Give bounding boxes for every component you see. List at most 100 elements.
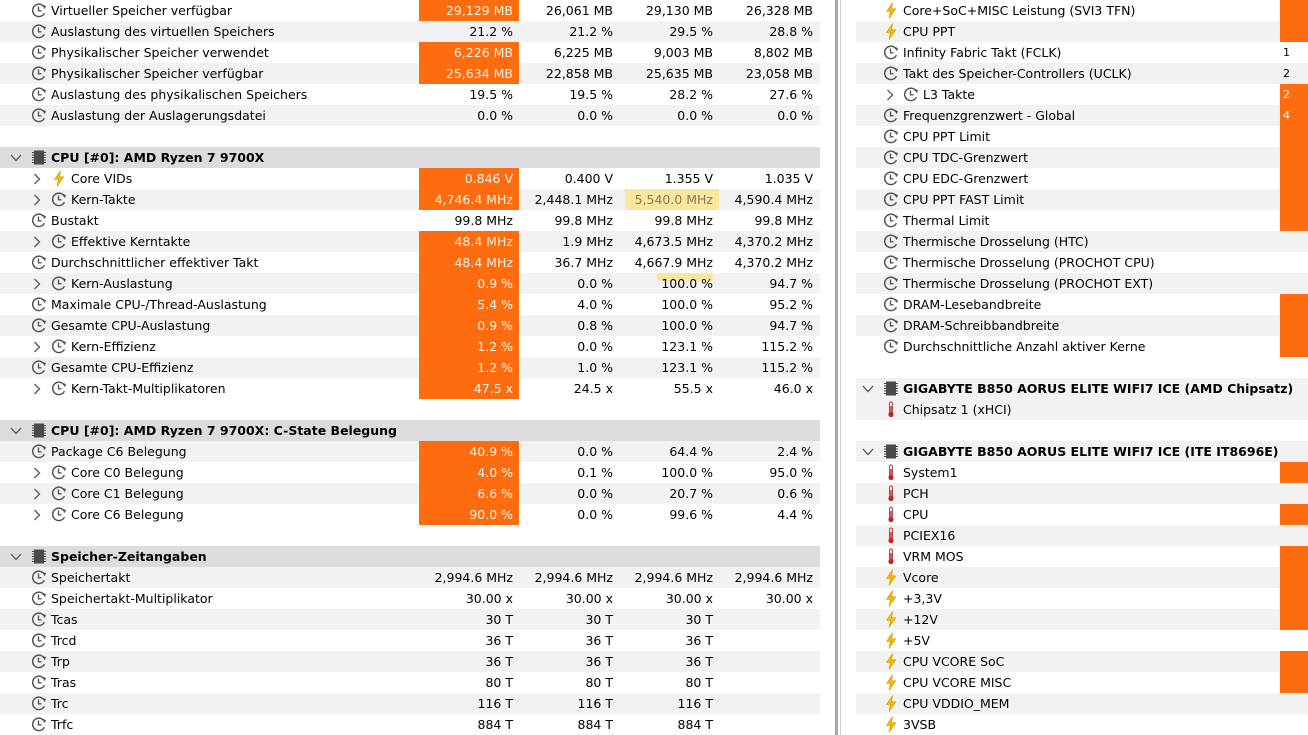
sensor-row[interactable]: PCH — [856, 483, 1308, 504]
sensor-row[interactable]: DRAM-Schreibbandbreite — [856, 315, 1308, 336]
sensor-group-header[interactable]: CPU [#0]: AMD Ryzen 7 9700X: C-State Bel… — [0, 420, 820, 441]
avg-value: 0.0 % — [777, 108, 813, 123]
sensor-label: Trp — [51, 654, 70, 669]
sensor-row[interactable]: L3 Takte 2 — [856, 84, 1308, 105]
sensor-row[interactable]: Tras 80 T 80 T 80 T — [0, 672, 820, 693]
sensor-group-header[interactable]: GIGABYTE B850 AORUS ELITE WIFI7 ICE (AMD… — [856, 378, 1308, 399]
sensor-row[interactable]: Kern-Takt-Multiplikatoren 47.5 x 24.5 x 55.… — [0, 378, 820, 399]
sensor-row[interactable]: Infinity Fabric Takt (FCLK) 1 — [856, 42, 1308, 63]
sensor-row[interactable]: Thermische Drosselung (HTC) — [856, 231, 1308, 252]
panel-splitter[interactable] — [820, 0, 856, 735]
sensor-row[interactable]: Physikalischer Speicher verwendet 6,226 M… — [0, 42, 820, 63]
sensor-row[interactable]: Thermische Drosselung (PROCHOT CPU) — [856, 252, 1308, 273]
sensor-row[interactable]: Core C6 Belegung 90.0 % 0.0 % 99.6 % 4.4 % — [0, 504, 820, 525]
sensor-row[interactable]: Physikalischer Speicher verfügbar 25,634 … — [0, 63, 820, 84]
collapse-chevron-icon[interactable] — [860, 441, 874, 462]
clock-icon — [883, 233, 899, 250]
sensor-row[interactable]: Trfc 884 T 884 T 884 T — [0, 714, 820, 735]
avg-value: 1.035 V — [764, 171, 813, 186]
sensor-row[interactable]: 3VSB — [856, 714, 1308, 735]
sensor-row[interactable]: Bustakt 99.8 MHz 99.8 MHz 99.8 MHz 99.8 MHz — [0, 210, 820, 231]
expand-chevron-icon[interactable] — [883, 84, 897, 105]
clock-icon — [883, 296, 899, 313]
sensor-row[interactable]: CPU TDC-Grenzwert — [856, 147, 1308, 168]
sensor-row[interactable]: Core C1 Belegung 6.6 % 0.0 % 20.7 % 0.6 % — [0, 483, 820, 504]
sensor-group-header[interactable]: CPU [#0]: AMD Ryzen 7 9700X — [0, 147, 820, 168]
current-value: 4,746.4 MHz — [419, 189, 519, 210]
sensor-row[interactable]: CPU VCORE SoC — [856, 651, 1308, 672]
sensor-row[interactable]: CPU VCORE MISC — [856, 672, 1308, 693]
sensor-row[interactable]: Core C0 Belegung 4.0 % 0.1 % 100.0 % 95.0 % — [0, 462, 820, 483]
sensor-row[interactable]: DRAM-Lesebandbreite — [856, 294, 1308, 315]
sensor-row[interactable]: Frequenzgrenzwert - Global 4 — [856, 105, 1308, 126]
sensor-row[interactable]: PCIEX16 — [856, 525, 1308, 546]
sensor-row[interactable]: Package C6 Belegung 40.9 % 0.0 % 64.4 % 2.4 … — [0, 441, 820, 462]
sensor-row[interactable]: Kern-Takte 4,746.4 MHz 2,448.1 MHz 5,540.0 … — [0, 189, 820, 210]
sensor-row[interactable]: CPU PPT — [856, 21, 1308, 42]
sensor-row[interactable]: +3,3V — [856, 588, 1308, 609]
sensor-row[interactable]: Thermische Drosselung (PROCHOT EXT) — [856, 273, 1308, 294]
current-value — [1280, 336, 1308, 357]
sensor-row[interactable]: Kern-Effizienz 1.2 % 0.0 % 123.1 % 115.2 % — [0, 336, 820, 357]
sensor-row[interactable]: Thermal Limit — [856, 210, 1308, 231]
sensor-row[interactable]: Takt des Speicher-Controllers (UCLK) 2 — [856, 63, 1308, 84]
sensor-row[interactable]: Vcore — [856, 567, 1308, 588]
sensor-label: CPU PPT Limit — [903, 129, 991, 144]
lightning-bolt-icon — [883, 23, 899, 40]
expand-chevron-icon[interactable] — [30, 378, 44, 399]
expand-chevron-icon[interactable] — [30, 168, 44, 189]
sensor-row[interactable]: Tcas 30 T 30 T 30 T — [0, 609, 820, 630]
sensor-row[interactable]: Speichertakt-Multiplikator 30.00 x 30.00 x… — [0, 588, 820, 609]
sensor-row[interactable]: Gesamte CPU-Auslastung 0.9 % 0.8 % 100.0 % 9… — [0, 315, 820, 336]
collapse-chevron-icon[interactable] — [860, 378, 874, 399]
sensor-row[interactable]: Core VIDs 0.846 V 0.400 V 1.355 V 1.035 V — [0, 168, 820, 189]
sensor-row[interactable]: +12V — [856, 609, 1308, 630]
expand-chevron-icon[interactable] — [30, 336, 44, 357]
sensor-row[interactable]: Kern-Auslastung 0.9 % 0.0 % 100.0 % 94.7 % — [0, 273, 820, 294]
sensor-row[interactable]: Maximale CPU-/Thread-Auslastung 5.4 % 4.0 … — [0, 294, 820, 315]
expand-chevron-icon[interactable] — [30, 462, 44, 483]
collapse-chevron-icon[interactable] — [8, 546, 22, 567]
sensor-row[interactable]: Core+SoC+MISC Leistung (SVI3 TFN) — [856, 0, 1308, 21]
expand-chevron-icon[interactable] — [30, 189, 44, 210]
sensor-row[interactable]: CPU VDDIO_MEM — [856, 693, 1308, 714]
expand-chevron-icon[interactable] — [30, 231, 44, 252]
sensor-row[interactable]: +5V — [856, 630, 1308, 651]
sensor-row[interactable]: Virtueller Speicher verfügbar 29,129 MB 26… — [0, 0, 820, 21]
sensor-row[interactable]: Trc 116 T 116 T 116 T — [0, 693, 820, 714]
expand-chevron-icon[interactable] — [30, 504, 44, 525]
sensor-row[interactable]: Effektive Kerntakte 48.4 MHz 1.9 MHz 4,673.… — [0, 231, 820, 252]
min-value: 0.0 % — [577, 339, 613, 354]
sensor-row[interactable]: Trp 36 T 36 T 36 T — [0, 651, 820, 672]
sensor-row[interactable]: Chipsatz 1 (xHCI) — [856, 399, 1308, 420]
sensor-group-header[interactable]: GIGABYTE B850 AORUS ELITE WIFI7 ICE (ITE… — [856, 441, 1308, 462]
sensor-row[interactable]: CPU — [856, 504, 1308, 525]
sensor-row[interactable]: VRM MOS — [856, 546, 1308, 567]
max-value: 2,994.6 MHz — [634, 570, 713, 585]
sensor-row[interactable]: Speichertakt 2,994.6 MHz 2,994.6 MHz 2,994.… — [0, 567, 820, 588]
sensor-label: Physikalischer Speicher verwendet — [51, 45, 269, 60]
sensor-row[interactable]: Durchschnittlicher effektiver Takt 48.4 M… — [0, 252, 820, 273]
min-value: 19.5 % — [569, 87, 613, 102]
sensor-label: Kern-Takt-Multiplikatoren — [71, 381, 226, 396]
clock-icon — [31, 107, 47, 124]
expand-chevron-icon[interactable] — [30, 483, 44, 504]
expand-chevron-icon[interactable] — [30, 273, 44, 294]
sensor-group-header[interactable]: Speicher-Zeitangaben — [0, 546, 820, 567]
collapse-chevron-icon[interactable] — [8, 147, 22, 168]
sensor-row[interactable]: Auslastung des physikalischen Speichers 1… — [0, 84, 820, 105]
lightning-bolt-icon — [883, 569, 899, 586]
sensor-row[interactable]: CPU EDC-Grenzwert — [856, 168, 1308, 189]
sensor-row[interactable]: CPU PPT FAST Limit — [856, 189, 1308, 210]
sensor-row[interactable]: Durchschnittliche Anzahl aktiver Kerne — [856, 336, 1308, 357]
sensor-row[interactable]: Trcd 36 T 36 T 36 T — [0, 630, 820, 651]
clock-icon — [31, 716, 47, 733]
collapse-chevron-icon[interactable] — [8, 420, 22, 441]
sensor-row[interactable]: CPU PPT Limit — [856, 126, 1308, 147]
sensor-row[interactable]: Gesamte CPU-Effizienz 1.2 % 1.0 % 123.1 % 11… — [0, 357, 820, 378]
sensor-row[interactable]: Auslastung des virtuellen Speichers 21.2 … — [0, 21, 820, 42]
sensor-label: Gesamte CPU-Auslastung — [51, 318, 211, 333]
sensor-row[interactable]: System1 — [856, 462, 1308, 483]
avg-value: 2.4 % — [777, 444, 813, 459]
sensor-row[interactable]: Auslastung der Auslagerungsdatei 0.0 % 0.0… — [0, 105, 820, 126]
